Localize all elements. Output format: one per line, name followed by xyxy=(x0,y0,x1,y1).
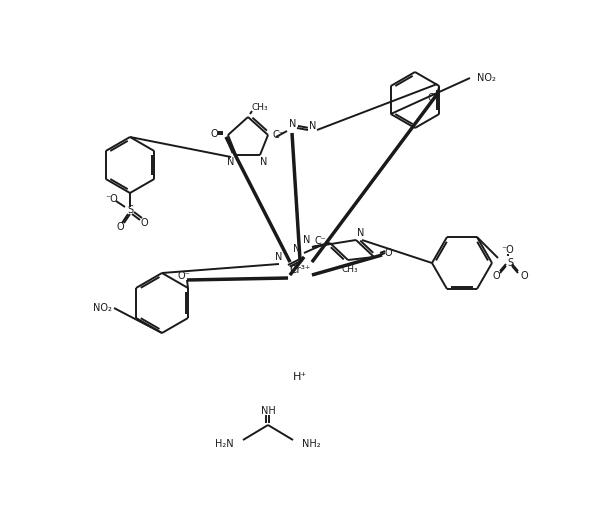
Text: S: S xyxy=(507,258,513,268)
Text: NH₂: NH₂ xyxy=(302,439,320,449)
Text: N: N xyxy=(358,228,365,238)
Text: O: O xyxy=(384,248,392,258)
Text: NO₂: NO₂ xyxy=(477,73,496,83)
Text: N: N xyxy=(309,121,317,131)
Text: C⁻: C⁻ xyxy=(272,130,284,140)
Text: O: O xyxy=(210,129,218,139)
Text: Cr³⁺: Cr³⁺ xyxy=(289,265,311,275)
Text: N: N xyxy=(303,235,311,245)
Text: O: O xyxy=(520,271,528,281)
Text: N: N xyxy=(293,244,301,254)
Text: CH₃: CH₃ xyxy=(252,102,269,111)
Text: NH: NH xyxy=(261,406,275,416)
Text: ⁻O: ⁻O xyxy=(502,245,514,255)
Text: O: O xyxy=(140,218,148,228)
Text: H₂N: H₂N xyxy=(215,439,234,449)
Text: N: N xyxy=(260,157,268,167)
Text: S: S xyxy=(127,205,133,215)
Text: N: N xyxy=(275,252,283,262)
Text: NO₂: NO₂ xyxy=(92,303,111,313)
Text: C⁻: C⁻ xyxy=(314,236,326,246)
Text: ⁻O: ⁻O xyxy=(106,194,119,204)
Text: O: O xyxy=(116,222,124,232)
Text: O: O xyxy=(492,271,500,281)
Text: O⁻: O⁻ xyxy=(428,93,441,103)
Text: N: N xyxy=(289,119,297,129)
Text: CH₃: CH₃ xyxy=(342,266,358,275)
Text: N: N xyxy=(227,157,235,167)
Text: O⁻: O⁻ xyxy=(178,271,190,281)
Text: H⁺: H⁺ xyxy=(293,372,307,382)
